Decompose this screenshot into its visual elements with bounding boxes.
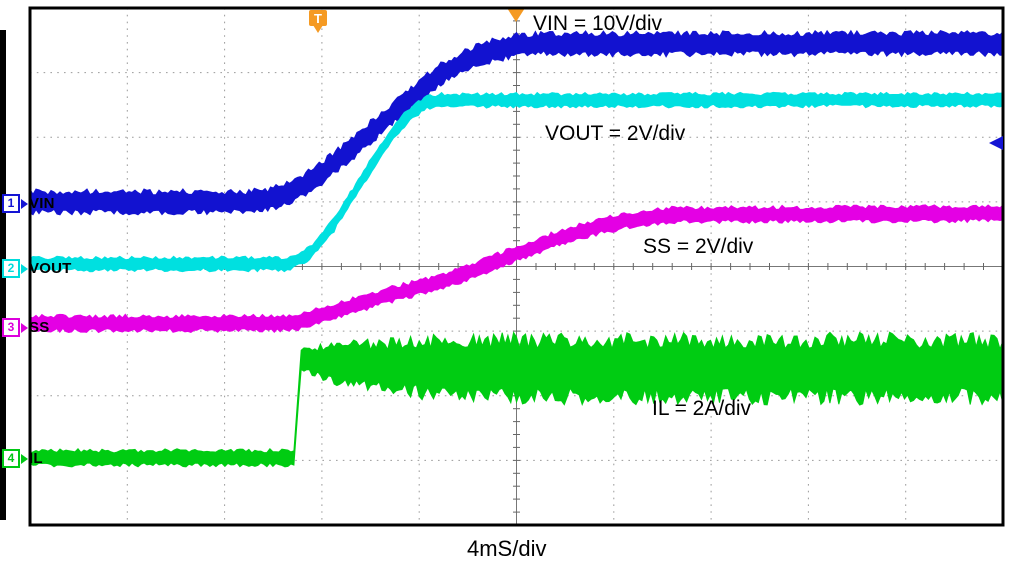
channel-number-badge: 4	[2, 449, 20, 468]
channel-badge-4[interactable]: 4 IL	[2, 449, 43, 468]
channel-label-il: IL	[29, 450, 43, 467]
channel-badge-2[interactable]: 2 VOUT	[2, 259, 71, 278]
channel-arrow-icon	[21, 453, 28, 464]
channel-arrow-icon	[21, 263, 28, 274]
timebase-label: 4mS/div	[467, 536, 547, 561]
trigger-time-marker[interactable]	[508, 9, 524, 23]
channel-label-vout: VOUT	[29, 260, 72, 277]
trigger-level-marker[interactable]	[989, 136, 1003, 150]
annotation-il-scale: IL = 2A/div	[652, 397, 752, 420]
channel-number-badge: 2	[2, 259, 20, 278]
channel-label-vin: VIN	[29, 195, 55, 212]
channel-badge-3[interactable]: 3 SS	[2, 318, 49, 337]
trigger-flag-marker[interactable]: T	[309, 10, 327, 33]
annotation-vin-scale: VIN = 10V/div	[533, 12, 662, 35]
channel-arrow-icon	[21, 322, 28, 333]
channel-label-ss: SS	[29, 319, 50, 336]
channel-number-badge: 3	[2, 318, 20, 337]
channel-number-badge: 1	[2, 194, 20, 213]
channel-arrow-icon	[21, 198, 28, 209]
svg-text:T: T	[314, 11, 322, 26]
channel-badge-1[interactable]: 1 VIN	[2, 194, 55, 213]
annotation-vout-scale: VOUT = 2V/div	[545, 122, 686, 145]
annotation-ss-scale: SS = 2V/div	[643, 235, 754, 258]
